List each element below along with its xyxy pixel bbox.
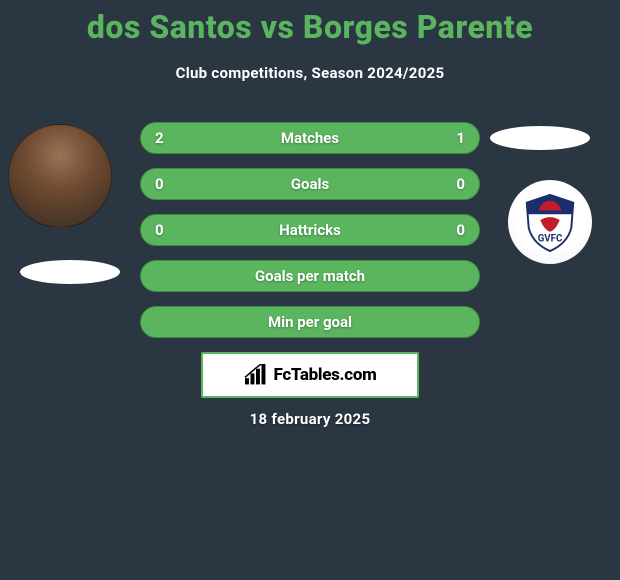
gvfc-crest-icon: GVFC [519, 191, 581, 253]
player-right-team-badge: GVFC [508, 180, 592, 264]
stat-row: Min per goal [140, 306, 480, 338]
stat-value-left: 0 [155, 175, 164, 193]
player-right-avatar-placeholder [490, 126, 590, 150]
stat-row: 0 Hattricks 0 [140, 214, 480, 246]
brand-box[interactable]: FcTables.com [201, 352, 419, 398]
stat-label: Min per goal [268, 313, 352, 331]
badge-label: GVFC [538, 233, 563, 244]
stat-row: Goals per match [140, 260, 480, 292]
stat-label: Hattricks [279, 221, 341, 239]
comparison-subtitle: Club competitions, Season 2024/2025 [0, 64, 620, 82]
stat-row: 0 Goals 0 [140, 168, 480, 200]
stat-label: Goals [291, 175, 329, 193]
stats-panel: 2 Matches 1 0 Goals 0 0 Hattricks 0 Goals per mat… [140, 122, 480, 352]
stat-value-left: 0 [155, 221, 164, 239]
stat-value-right: 0 [456, 175, 465, 193]
player-left-team-placeholder [20, 260, 120, 284]
stat-value-right: 1 [456, 129, 465, 147]
stat-label: Matches [281, 129, 339, 147]
comparison-date: 18 february 2025 [0, 410, 620, 428]
comparison-title: dos Santos vs Borges Parente [0, 0, 620, 46]
bars-icon [243, 364, 269, 386]
stat-value-right: 0 [456, 221, 465, 239]
brand-name: FcTables.com [273, 365, 376, 385]
stat-row: 2 Matches 1 [140, 122, 480, 154]
player-left-avatar [8, 124, 112, 228]
stat-value-left: 2 [155, 129, 164, 147]
stat-label: Goals per match [255, 267, 365, 285]
